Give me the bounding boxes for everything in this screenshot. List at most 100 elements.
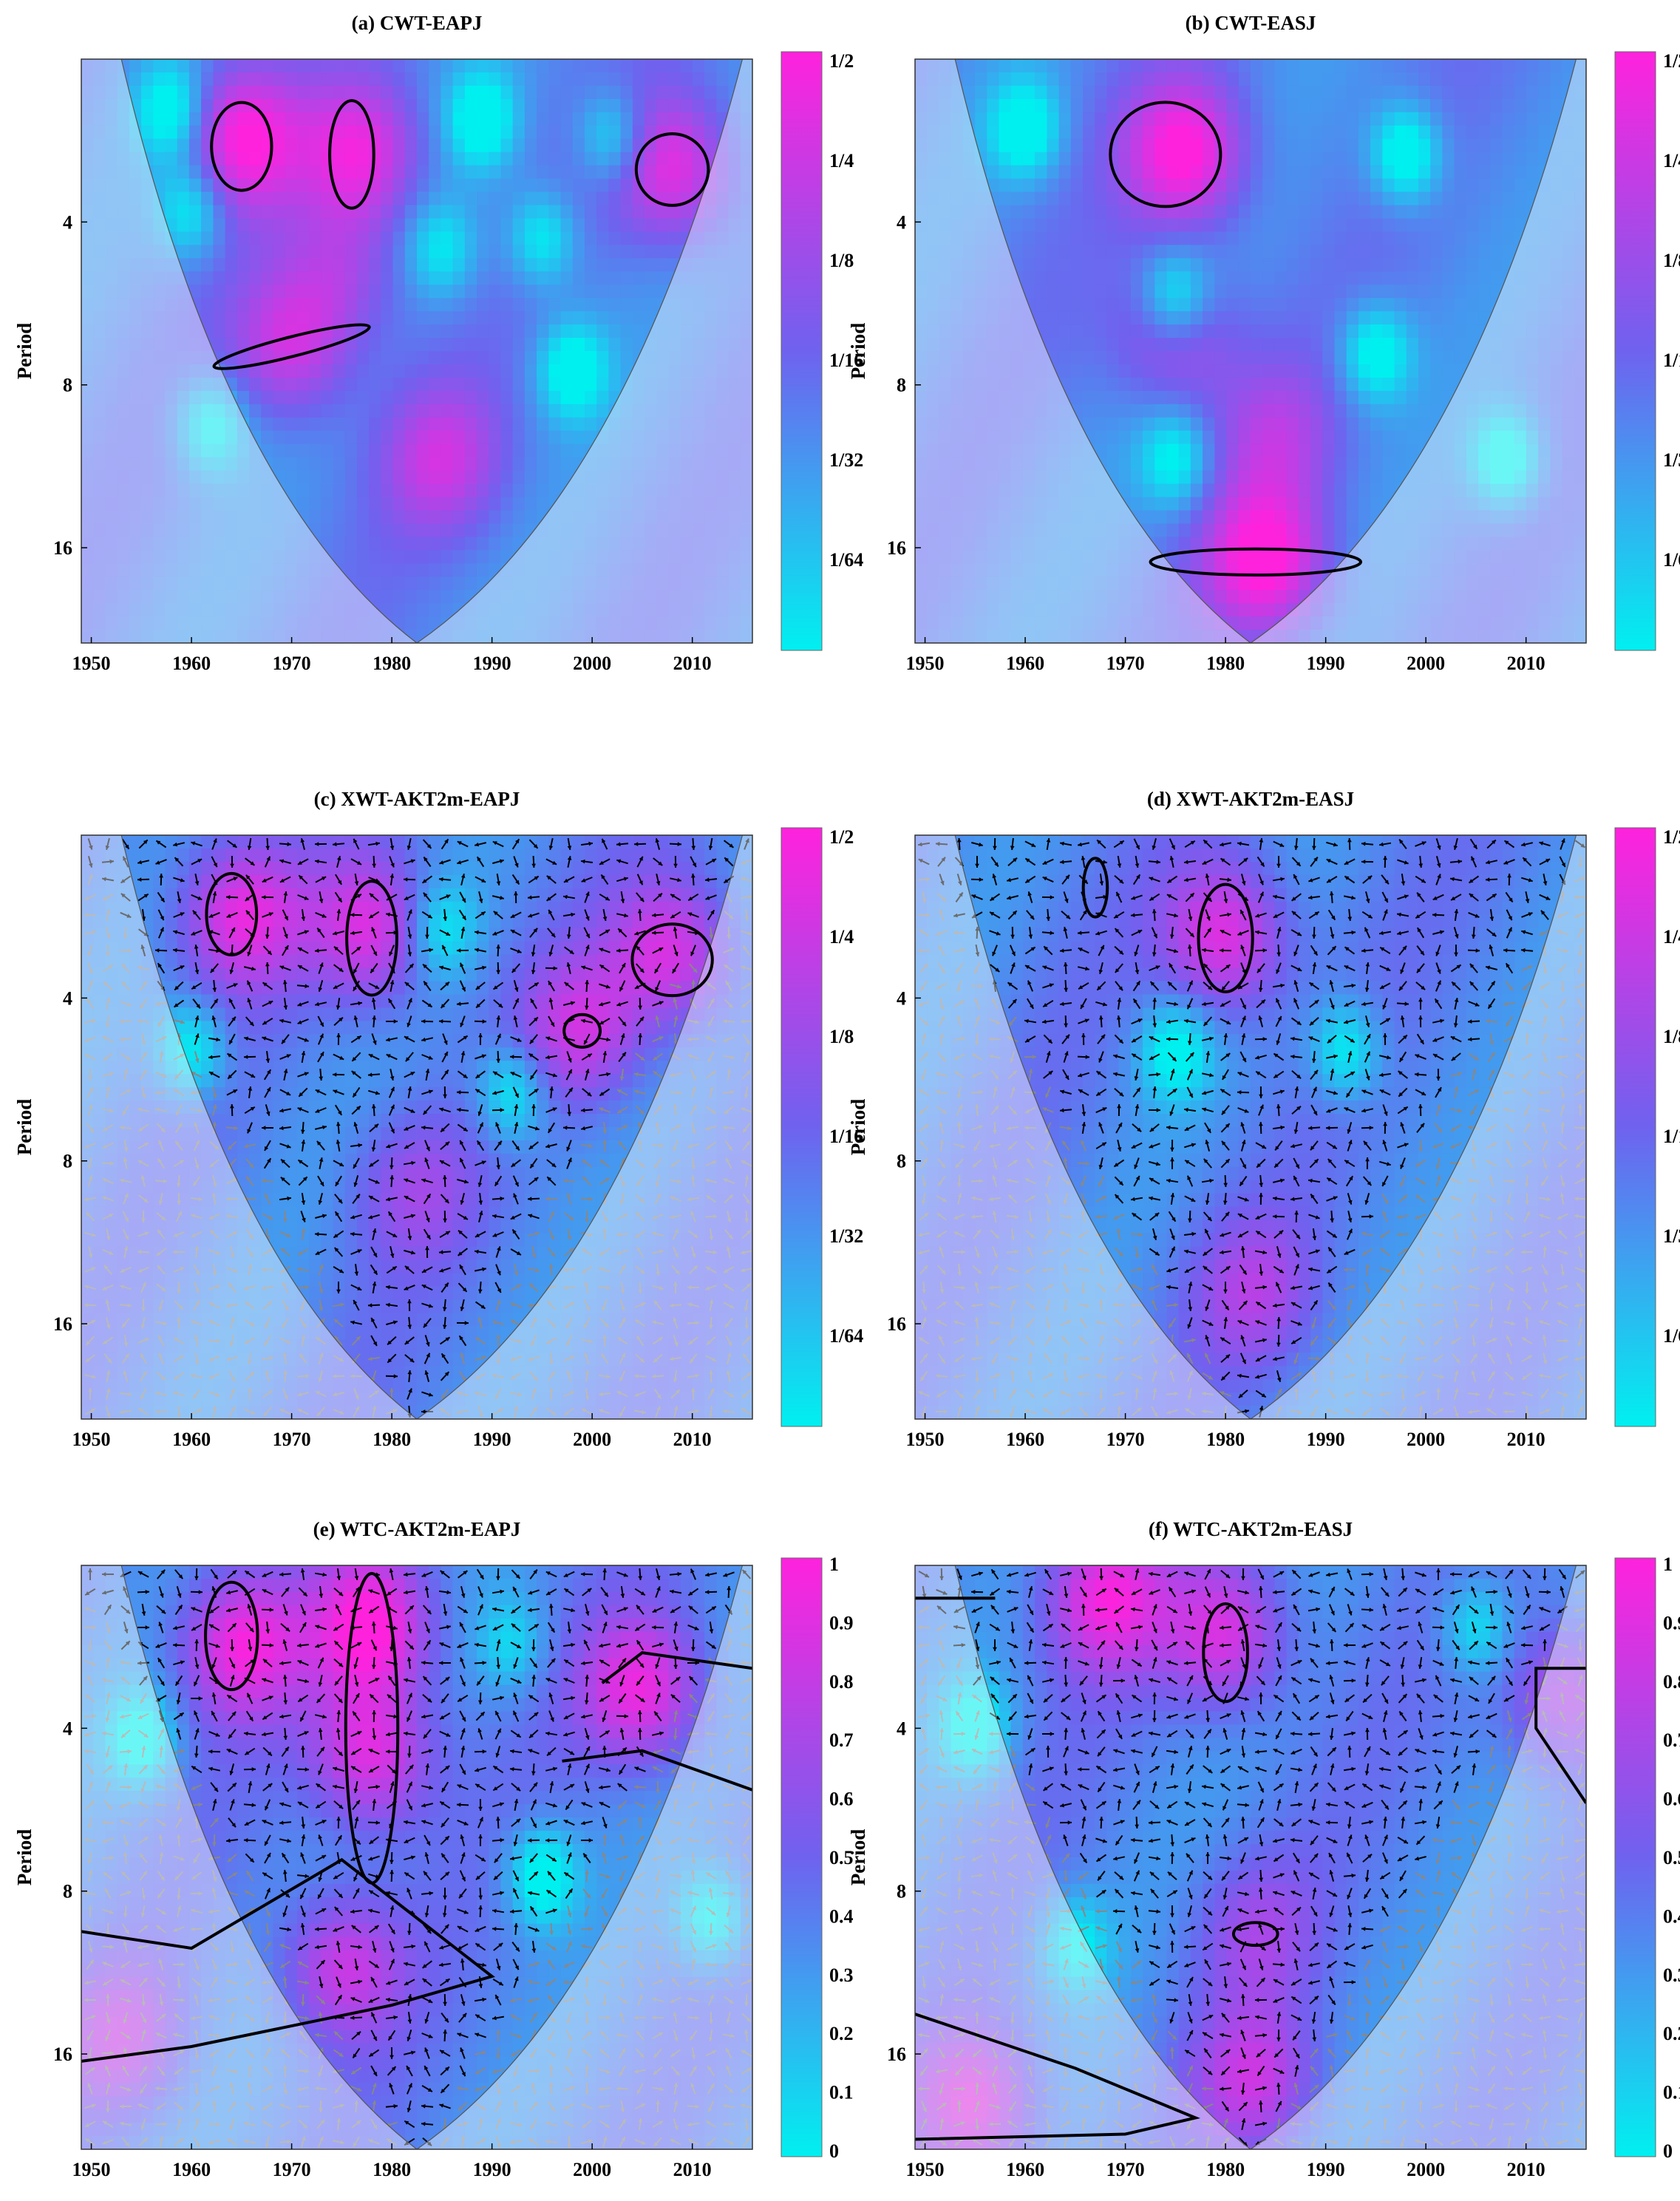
- y-tick-label: 8: [897, 375, 906, 396]
- colorbar-label: 1/2: [1663, 826, 1680, 848]
- colorbar: 1/2 1/4 1/8 1/16 1/32 1/64: [781, 50, 863, 651]
- x-tick-label: 2000: [1407, 653, 1445, 674]
- x-tick-label: 1960: [1006, 1429, 1044, 1450]
- significance-contour: [212, 323, 371, 370]
- y-axis-label: Period: [13, 1829, 35, 1885]
- y-tick-label: 4: [897, 1718, 906, 1739]
- colorbar-label: 0.5: [1663, 1847, 1680, 1868]
- x-tick-label: 1980: [373, 2159, 411, 2180]
- significance-contour: [562, 1749, 752, 1792]
- colorbar-label: 0.1: [1663, 2082, 1680, 2103]
- colorbar-label: 1/16: [1663, 1126, 1680, 1147]
- plot-frame: [914, 834, 1587, 1420]
- x-tick-label: 2010: [673, 1429, 712, 1450]
- y-tick-label: 16: [53, 2044, 72, 2065]
- y-tick-label: 8: [63, 1881, 72, 1902]
- x-tick-label: 1960: [1006, 2159, 1044, 2180]
- panel-title: (e) WTC-AKT2m-EAPJ: [313, 1518, 521, 1540]
- significance-contour: [915, 2013, 1201, 2141]
- y-tick-label: 16: [53, 1313, 72, 1335]
- panel-e: (e) WTC-AKT2m-EAPJ Period 4 8 16 1950 1960 1970…: [13, 1518, 854, 2180]
- cone-of-influence-shade: [915, 1565, 1586, 2149]
- y-tick-label: 8: [897, 1151, 906, 1172]
- significance-contour: [1197, 882, 1254, 994]
- colorbar-gradient: [781, 51, 823, 651]
- x-tick-label: 1960: [172, 653, 211, 674]
- significance-contour: [1149, 547, 1363, 576]
- y-tick-label: 4: [63, 211, 72, 233]
- colorbar-label: 0.7: [829, 1729, 854, 1751]
- colorbar-label: 0.9: [829, 1612, 854, 1633]
- plot-frame: [81, 834, 753, 1420]
- colorbar-label: 1/8: [829, 250, 854, 271]
- significance-contour: [1081, 857, 1109, 919]
- significance-contour: [1534, 1667, 1586, 1804]
- x-tick-label: 2000: [573, 2159, 611, 2180]
- x-tick-label: 1960: [1006, 653, 1044, 674]
- colorbar-label: 1/4: [1663, 150, 1680, 171]
- colorbar-label: 1/16: [1663, 350, 1680, 371]
- colorbar-label: 0.3: [1663, 1964, 1680, 1986]
- panel-d: (d) XWT-AKT2m-EASJ Period 4 8 16 1950 1960 1970…: [847, 788, 1680, 1450]
- cone-of-influence-shade: [81, 1565, 752, 2149]
- colorbar-label: 1: [829, 1554, 839, 1575]
- cone-of-influence-shade: [915, 835, 1586, 1419]
- y-tick-label: 16: [887, 2044, 906, 2065]
- plot-frame: [81, 58, 753, 644]
- x-tick-label: 2000: [573, 653, 611, 674]
- x-tick-label: 1970: [273, 653, 311, 674]
- y-axis-label: Period: [13, 323, 35, 379]
- colorbar-label: 1: [1663, 1554, 1673, 1575]
- cone-of-influence-edge: [954, 835, 1577, 1419]
- phase-arrows: [917, 1568, 1586, 2149]
- significance-contour: [81, 1857, 495, 2063]
- colorbar-label: 0.2: [829, 2023, 854, 2044]
- x-tick-label: 1980: [1206, 653, 1245, 674]
- colorbar-label: 0.2: [1663, 2023, 1680, 2044]
- colorbar-label: 0.1: [829, 2082, 854, 2103]
- x-tick-label: 1970: [1106, 2159, 1145, 2180]
- significance-contour: [1109, 101, 1222, 208]
- cone-of-influence-edge: [120, 59, 744, 643]
- y-axis-label: Period: [847, 323, 869, 379]
- colorbar-gradient: [781, 1557, 823, 2157]
- colorbar: 1 0.9 0.8 0.7 0.6 0.5 0.4 0.3 0.2 0.1 0: [781, 1554, 854, 2162]
- x-tick-label: 2010: [1507, 1429, 1545, 1450]
- cone-of-influence-shade: [81, 835, 752, 1419]
- colorbar-label: 0.6: [829, 1789, 854, 1810]
- significance-contour: [210, 101, 273, 192]
- x-tick-label: 1950: [72, 653, 111, 674]
- phase-arrows: [84, 837, 752, 1418]
- colorbar-label: 0.4: [1663, 1905, 1680, 1927]
- plot-frame: [81, 1565, 753, 2150]
- x-tick-label: 1990: [473, 2159, 511, 2180]
- x-tick-label: 1990: [1307, 2159, 1345, 2180]
- x-tick-label: 1980: [373, 1429, 411, 1450]
- colorbar-label: 1/2: [829, 826, 854, 848]
- colorbar-label: 1/4: [1663, 926, 1680, 948]
- colorbar-gradient: [1614, 1557, 1656, 2157]
- x-tick-label: 2000: [573, 1429, 611, 1450]
- x-tick-label: 1950: [906, 2159, 945, 2180]
- cone-of-influence-edge: [954, 1565, 1577, 2149]
- y-tick-label: 4: [897, 987, 906, 1009]
- significance-contour: [630, 922, 714, 998]
- significance-contour: [205, 871, 259, 957]
- wavelet-power-field: [915, 835, 1586, 1419]
- y-axis-label: Period: [847, 1829, 869, 1885]
- y-tick-label: 16: [887, 1313, 906, 1335]
- x-tick-label: 1970: [1106, 1429, 1145, 1450]
- wavelet-power-field: [81, 1565, 752, 2149]
- x-tick-label: 1950: [72, 2159, 111, 2180]
- phase-arrows: [84, 1568, 752, 2149]
- significance-contour: [634, 132, 710, 207]
- colorbar-label: 1/4: [829, 926, 854, 948]
- colorbar-label: 0: [829, 2140, 839, 2162]
- panel-title: (a) CWT-EAPJ: [352, 12, 483, 34]
- colorbar-label: 1/8: [1663, 250, 1680, 271]
- colorbar-label: 1/64: [1663, 1325, 1680, 1347]
- significance-contour: [328, 99, 375, 210]
- x-tick-label: 2000: [1407, 1429, 1445, 1450]
- x-tick-label: 2000: [1407, 2159, 1445, 2180]
